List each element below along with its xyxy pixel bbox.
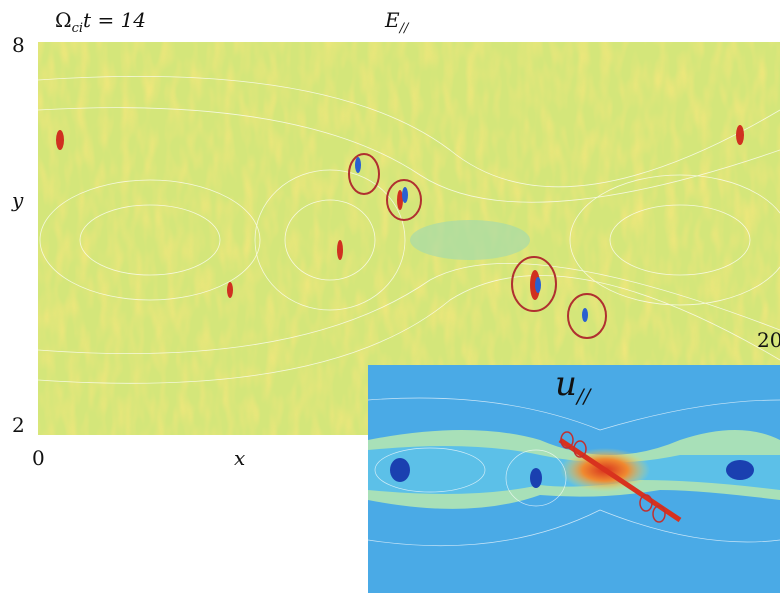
time-symbol: Ω: [55, 8, 72, 32]
panel-title-subscript: //: [398, 21, 410, 36]
panel-title-symbol: E: [384, 8, 400, 32]
inset-panel: u//: [368, 364, 780, 593]
y-bottom-label: 2: [12, 413, 25, 437]
time-label: Ωcit = 14: [55, 8, 146, 36]
inset-title-subscript: //: [575, 384, 593, 408]
y-top-label: 8: [12, 33, 25, 57]
figure: u// Ωcit = 14 E// 8 2 y 0 x 20: [0, 0, 780, 593]
x-left-label: 0: [32, 446, 45, 470]
x-right-label: 20: [757, 328, 780, 352]
y-axis-label: y: [11, 188, 24, 212]
panel-title: E//: [384, 8, 410, 36]
x-axis-label: x: [234, 446, 245, 470]
time-rest: t = 14: [83, 8, 146, 32]
time-subscript: ci: [72, 21, 83, 36]
inset-title-symbol: u: [555, 364, 577, 404]
